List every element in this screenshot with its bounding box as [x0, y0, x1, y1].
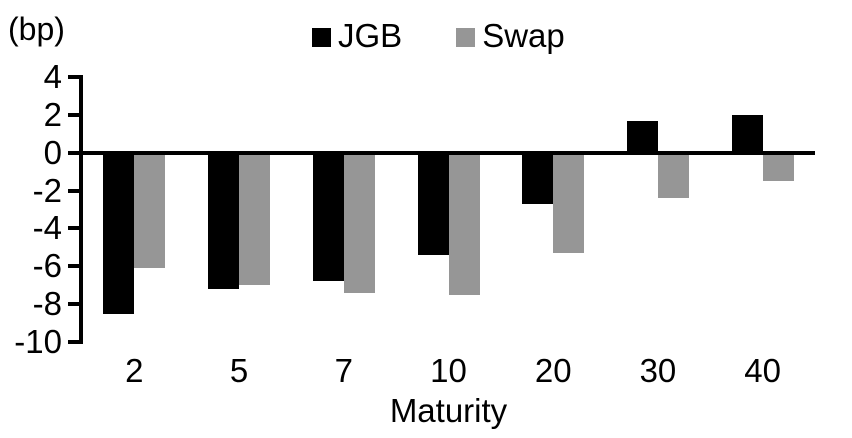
y-axis-tick: [68, 150, 79, 155]
y-axis-tick-label: -8: [32, 285, 62, 323]
bar-jgb-30: [626, 120, 658, 153]
x-axis-title: Maturity: [389, 392, 508, 429]
x-axis-tick-label: 10: [430, 352, 467, 389]
y-axis-tick-label: -10: [14, 323, 62, 360]
bar-jgb-10: [417, 152, 449, 255]
bar-swap-20: [553, 152, 585, 254]
x-axis-tick-label: 7: [334, 352, 353, 389]
y-axis-tick-label: -2: [32, 171, 62, 209]
bar-swap-10: [448, 152, 480, 295]
bar-jgb-2: [103, 152, 135, 314]
y-axis-tick: [68, 226, 79, 231]
bar-jgb-5: [208, 152, 240, 289]
legend-item-swap: Swap: [456, 19, 565, 52]
legend-label-swap: Swap: [482, 17, 565, 54]
jgb-swatch-icon: [312, 28, 331, 47]
y-axis-tick-label: -4: [32, 209, 62, 247]
x-axis-tick-label: 2: [125, 352, 144, 389]
y-axis-tick: [68, 112, 79, 117]
x-axis-tick-label: 5: [229, 352, 249, 389]
bar-swap-2: [134, 152, 166, 269]
bar-jgb-7: [312, 152, 344, 282]
x-axis-tick-label: 40: [744, 352, 781, 389]
legend-item-jgb: JGB: [312, 19, 402, 52]
y-axis-tick: [68, 75, 79, 79]
y-axis-tick-label: 4: [43, 58, 62, 95]
y-axis-tick: [68, 188, 79, 193]
bar-swap-5: [239, 152, 271, 286]
bar-jgb-40: [731, 114, 763, 153]
y-axis-tick: [68, 264, 79, 269]
legend-label-jgb: JGB: [338, 17, 403, 54]
bar-jgb-20: [522, 152, 554, 204]
legend: JGB Swap: [312, 19, 565, 52]
y-axis-line: [79, 75, 83, 344]
y-axis-tick-label: 0: [43, 133, 62, 171]
swap-swatch-icon: [456, 28, 476, 47]
y-axis-tick-label: 2: [43, 95, 62, 133]
bar-swap-30: [657, 152, 689, 199]
x-axis-tick-label: 20: [534, 352, 572, 389]
zero-baseline: [79, 150, 815, 155]
y-axis-tick: [68, 340, 79, 344]
y-axis-unit-label: (bp): [8, 11, 65, 47]
bar-swap-7: [343, 152, 375, 293]
bar-swap-40: [762, 152, 794, 182]
y-axis-tick-label: -6: [32, 247, 62, 285]
y-axis-tick: [68, 302, 79, 307]
x-axis-tick-label: 30: [639, 352, 677, 389]
